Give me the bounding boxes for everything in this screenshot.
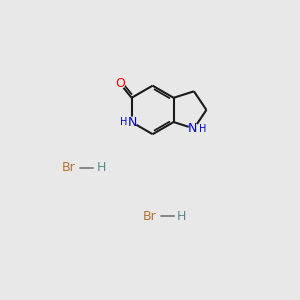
Text: Br: Br — [61, 161, 75, 174]
Text: H: H — [120, 117, 127, 127]
Text: N: N — [188, 122, 197, 135]
Text: H: H — [177, 210, 187, 223]
Circle shape — [115, 79, 125, 88]
Text: Br: Br — [142, 210, 156, 223]
Text: H: H — [96, 161, 106, 174]
Text: H: H — [199, 124, 206, 134]
Text: N: N — [128, 116, 137, 128]
Circle shape — [189, 124, 199, 134]
Circle shape — [127, 117, 136, 127]
Text: O: O — [115, 77, 125, 90]
